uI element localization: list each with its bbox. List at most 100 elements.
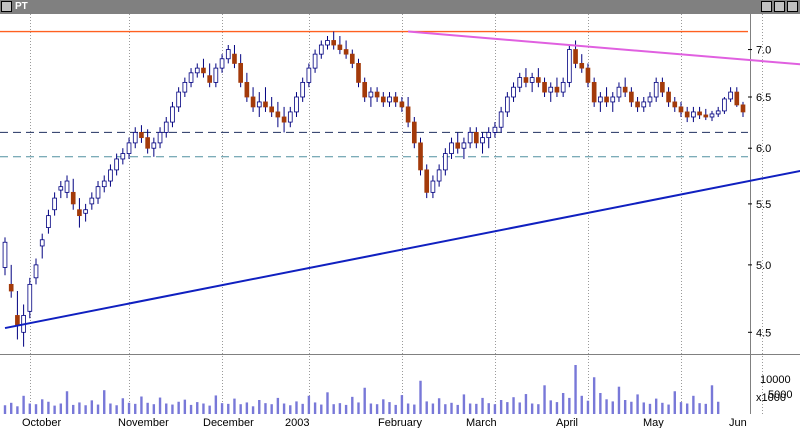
candle-up [182, 81, 188, 93]
title-bar: PT [0, 0, 800, 14]
month-label: February [378, 417, 423, 428]
candle-up [641, 101, 647, 108]
candle-down [622, 86, 628, 93]
volume-bar [189, 404, 193, 414]
price-chart: 7.0 6.5 6.0 5.5 5.0 4.5 [0, 14, 800, 356]
volume-bar [716, 401, 720, 414]
price-tick-label: 5.5 [756, 199, 771, 211]
candle-down [362, 81, 368, 98]
volume-bar [685, 403, 689, 414]
candle-up [46, 215, 51, 228]
candle-up [219, 58, 225, 69]
volume-bar [537, 404, 540, 414]
candle-up [163, 121, 169, 133]
volume-bar [530, 403, 534, 414]
candle-up [368, 91, 374, 98]
candle-up [89, 197, 95, 205]
volume-bar [53, 405, 56, 414]
volume-bar [630, 401, 633, 414]
candle-up [560, 81, 566, 93]
volume-bar [462, 394, 466, 414]
minimize-icon[interactable] [761, 1, 772, 12]
month-label: May [643, 417, 664, 428]
volume-bar [400, 395, 404, 414]
volume-bar [543, 385, 546, 414]
price-plot-area [0, 14, 750, 354]
volume-multiplier-label: x1000 [756, 392, 786, 404]
candle-down [542, 81, 547, 93]
month-label: April [556, 417, 578, 428]
candlesticks [2, 31, 746, 347]
volume-bar [140, 396, 143, 414]
volume-bar [233, 398, 236, 414]
candle-up [461, 142, 467, 149]
volume-bar [152, 404, 156, 414]
candle-down [697, 111, 702, 116]
close-icon[interactable] [787, 1, 798, 12]
volume-bar [121, 398, 125, 414]
month-label: October [22, 417, 61, 428]
volume-bar [245, 402, 249, 414]
candle-up [256, 101, 262, 108]
volume-bar [183, 399, 187, 414]
candle-up [567, 49, 572, 83]
candle-down [455, 142, 461, 149]
volume-bar [158, 397, 162, 414]
candle-up [306, 67, 312, 83]
volume-bar [450, 402, 453, 414]
price-tick-label: 7.0 [756, 45, 771, 57]
candle-up [467, 132, 473, 144]
volume-bar [295, 401, 298, 414]
volume-bar [512, 397, 515, 414]
candle-up [616, 86, 622, 98]
candle-down [275, 111, 281, 118]
volume-bar [301, 403, 304, 414]
volume-bar [16, 406, 19, 414]
volume-bar [493, 404, 497, 414]
candle-up [176, 91, 181, 108]
volume-bar [710, 385, 714, 414]
candle-up [610, 96, 616, 103]
candle-up [492, 126, 498, 133]
candle-up [598, 96, 603, 103]
volume-bar [96, 404, 100, 414]
candle-up [170, 106, 175, 123]
candle-down [349, 53, 355, 64]
candle-up [300, 81, 306, 98]
candle-down [635, 101, 640, 108]
candle-up [52, 197, 57, 211]
window-menu-icon[interactable] [1, 1, 12, 12]
volume-bar [332, 404, 335, 414]
volume-bar [437, 398, 441, 414]
candle-up [529, 77, 535, 83]
candle-up [728, 91, 733, 100]
candle-up [647, 96, 653, 103]
maximize-icon[interactable] [774, 1, 785, 12]
volume-bar [196, 402, 199, 414]
volume-bar [10, 402, 13, 414]
volume-bar [34, 404, 38, 414]
candle-down [666, 91, 671, 103]
candle-up [126, 142, 132, 154]
candle-down [734, 91, 740, 106]
volume-bar [605, 399, 608, 414]
candle-down [424, 169, 430, 193]
volume-bar [276, 397, 280, 414]
price-tick-label: 5.0 [756, 260, 771, 272]
volume-bar [431, 403, 435, 414]
volume-bar [499, 400, 503, 414]
candle-down [8, 283, 14, 292]
volume-bar [692, 395, 695, 414]
price-tick-label: 6.0 [756, 143, 771, 155]
candle-up [33, 264, 39, 279]
candle-down [269, 106, 274, 113]
trend-line-support [4, 169, 800, 330]
candle-up [95, 186, 101, 199]
volume-bar [413, 404, 416, 414]
volume-bar [146, 402, 149, 414]
volume-bar [481, 397, 484, 414]
candle-down [405, 106, 411, 123]
volume-bar [47, 401, 50, 414]
candle-down [70, 191, 76, 205]
volume-bar [289, 405, 292, 414]
